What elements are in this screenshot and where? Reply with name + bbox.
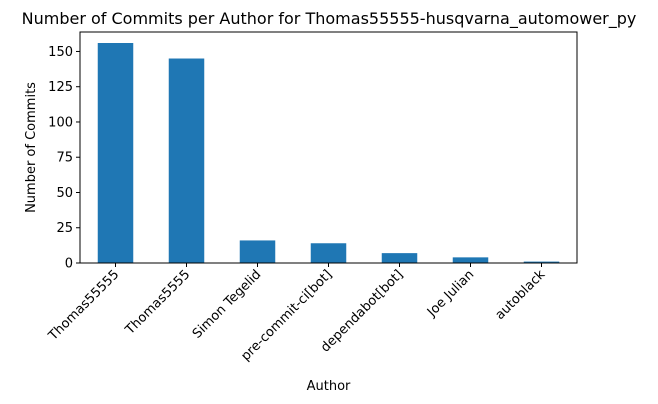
y-tick-label-3: 75 [56,151,73,166]
y-tick-label-4: 100 [48,115,73,130]
bar-0 [97,43,134,263]
x-tick-label-6: autoblack [493,267,549,323]
bar-5 [452,257,489,263]
y-tick-label-0: 0 [65,257,73,272]
x-tick-label-5: Joe Julian [424,267,477,320]
plot-area: 0 25 50 75 100 125 150 Thomas55555 Thomas5555Sim… [45,43,560,364]
bar-1 [168,58,205,264]
y-tick-label-6: 150 [48,45,73,60]
bar-3 [310,243,347,263]
bar-2 [239,240,276,263]
y-axis-label: Number of Commits [24,82,39,213]
bar-4 [381,253,418,263]
y-tick-label-2: 50 [56,186,73,201]
y-tick-label-5: 125 [48,80,73,95]
plot-frame [79,31,578,264]
bar-6 [523,261,560,263]
chart-title: Number of Commits per Author for Thomas5… [22,9,637,29]
x-axis-label: Author [307,379,351,394]
y-tick-label-1: 25 [56,221,73,236]
x-tick-label-1: Thomas5555 [122,267,193,338]
x-tick-label-2: Simon Tegelid [190,267,264,341]
x-tick-label-0: Thomas55555 [45,267,122,344]
